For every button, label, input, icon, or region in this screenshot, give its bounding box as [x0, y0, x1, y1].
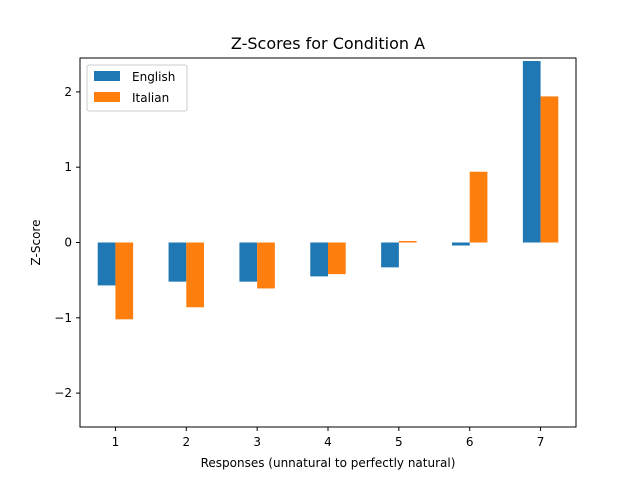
legend: English Italian: [86, 64, 188, 112]
bar-english-3: [239, 242, 258, 282]
bar-english-2: [168, 242, 187, 282]
legend-label-english: English: [132, 70, 175, 84]
bar-english-7: [522, 61, 541, 243]
y-tick-label--1: −1: [54, 311, 72, 325]
bar-english-6: [452, 242, 470, 246]
y-axis-label: Z-Score: [29, 220, 43, 266]
x-tick-label-1: 1: [112, 435, 120, 449]
bar-italian-1: [115, 242, 134, 320]
bar-italian-4: [328, 242, 346, 275]
y-tick-label--2: −2: [54, 386, 72, 400]
bar-italian-5: [398, 240, 417, 243]
x-tick-label-7: 7: [537, 435, 545, 449]
legend-swatch-english: [94, 71, 120, 81]
x-tick-label-6: 6: [466, 435, 474, 449]
y-tick-label-2: 2: [64, 85, 72, 99]
x-tick-label-3: 3: [253, 435, 261, 449]
x-axis-label: Responses (unnatural to perfectly natura…: [201, 456, 456, 470]
y-tick-label-0: 0: [64, 236, 72, 250]
bar-english-4: [310, 242, 328, 277]
legend-swatch-italian: [94, 92, 120, 102]
x-tick-label-4: 4: [324, 435, 332, 449]
chart-title: Z-Scores for Condition A: [231, 34, 425, 53]
x-tick-label-5: 5: [395, 435, 403, 449]
bar-italian-6: [469, 171, 488, 243]
y-tick-label-1: 1: [64, 160, 72, 174]
x-axis-ticks: 1 2 3 4 5 6 7: [112, 427, 545, 449]
y-axis-ticks: −2 −1 0 1 2: [54, 85, 80, 400]
bar-english-5: [381, 242, 399, 268]
x-tick-label-2: 2: [182, 435, 190, 449]
bar-italian-3: [257, 242, 275, 289]
bar-italian-2: [186, 242, 204, 308]
bar-english-1: [97, 242, 116, 286]
bar-italian-7: [540, 96, 559, 243]
bars-group: [97, 61, 559, 320]
legend-label-italian: Italian: [132, 91, 169, 105]
